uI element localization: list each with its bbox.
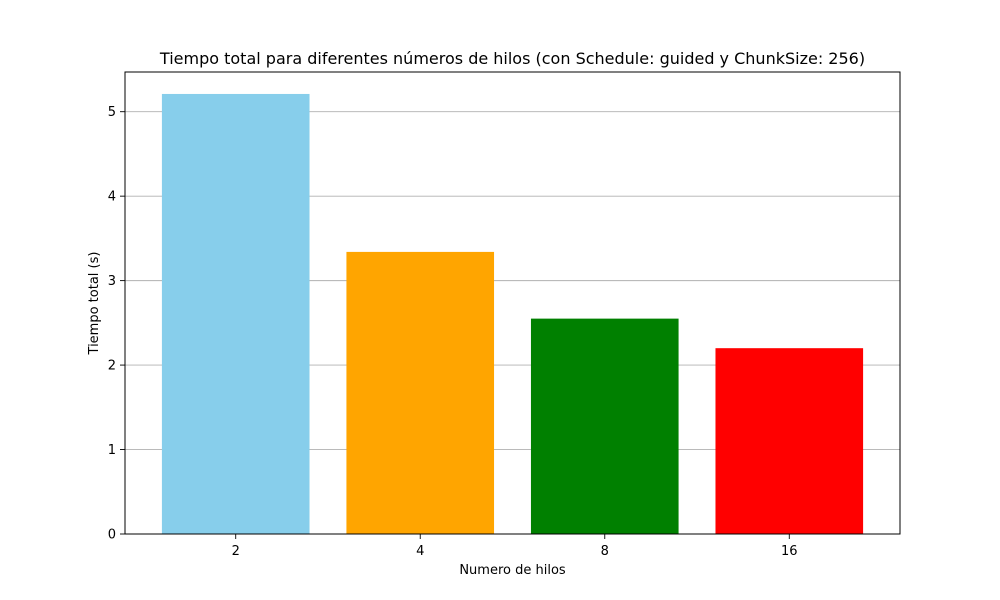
y-tick-label: 4 [108, 190, 116, 205]
y-tick-label: 2 [108, 359, 116, 374]
bar-2 [161, 93, 310, 534]
y-tick-label: 3 [108, 274, 116, 289]
chart-title: Tiempo total para diferentes números de … [159, 49, 865, 68]
y-axis-label: Tiempo total (s) [87, 252, 102, 356]
x-tick-label: 4 [416, 544, 424, 559]
y-axis-ticks: 0 1 2 3 4 5 [108, 105, 125, 543]
x-tick-label: 2 [232, 544, 240, 559]
x-axis-ticks: 2 4 8 16 [232, 534, 798, 559]
x-axis-label: Numero de hilos [459, 563, 566, 578]
y-tick-label: 5 [108, 105, 116, 120]
bar-16 [715, 348, 864, 534]
bar-8 [530, 318, 679, 534]
x-tick-label: 8 [601, 544, 609, 559]
bars [161, 93, 864, 534]
x-tick-label: 16 [781, 544, 798, 559]
bar-4 [346, 251, 495, 534]
y-tick-label: 0 [108, 528, 116, 543]
y-tick-label: 1 [108, 443, 116, 458]
plot-frame [124, 71, 901, 535]
